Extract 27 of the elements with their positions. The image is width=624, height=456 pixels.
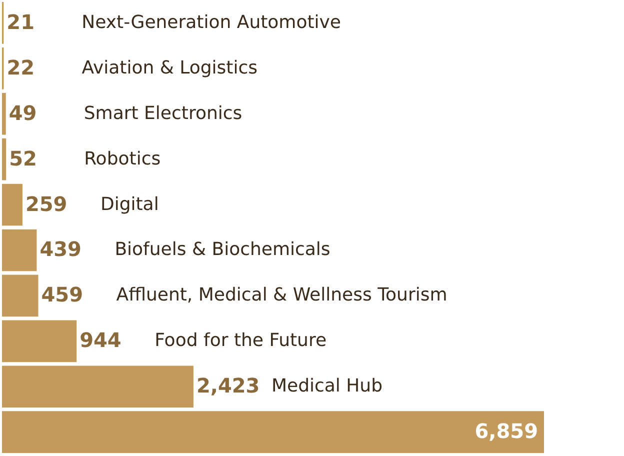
data-label: 2,423 xyxy=(196,374,260,398)
y-tick-label: Medical Hub xyxy=(271,376,383,397)
data-label: 459 xyxy=(41,282,84,307)
data-label: 944 xyxy=(80,328,122,352)
y-tick-label: Digital xyxy=(100,194,159,215)
bar xyxy=(2,138,6,180)
y-tick-label: Aviation & Logistics xyxy=(82,57,258,78)
y-tick-label: Robotics xyxy=(84,148,161,170)
data-label: 439 xyxy=(40,237,82,262)
y-tick-label: Food for the Future xyxy=(154,330,327,352)
y-tick-label: Next-Generation Automotive xyxy=(82,12,342,33)
bar xyxy=(2,229,37,272)
data-label: 49 xyxy=(8,100,37,125)
bar xyxy=(2,184,22,226)
y-tick-label: Biofuels & Biochemicals xyxy=(114,239,330,260)
bar xyxy=(2,320,77,362)
y-tick-label: Smart Electronics xyxy=(84,102,242,124)
data-label: 259 xyxy=(25,192,68,216)
bar xyxy=(2,366,194,408)
data-label: 21 xyxy=(6,10,35,34)
data-label: 6,859 xyxy=(474,419,538,444)
bar xyxy=(2,274,38,317)
data-label: 22 xyxy=(6,55,35,80)
data-label: 52 xyxy=(9,146,37,170)
y-tick-label: Affluent, Medical & Wellness Tourism xyxy=(116,284,448,306)
bar xyxy=(2,411,544,453)
bar xyxy=(2,92,6,135)
